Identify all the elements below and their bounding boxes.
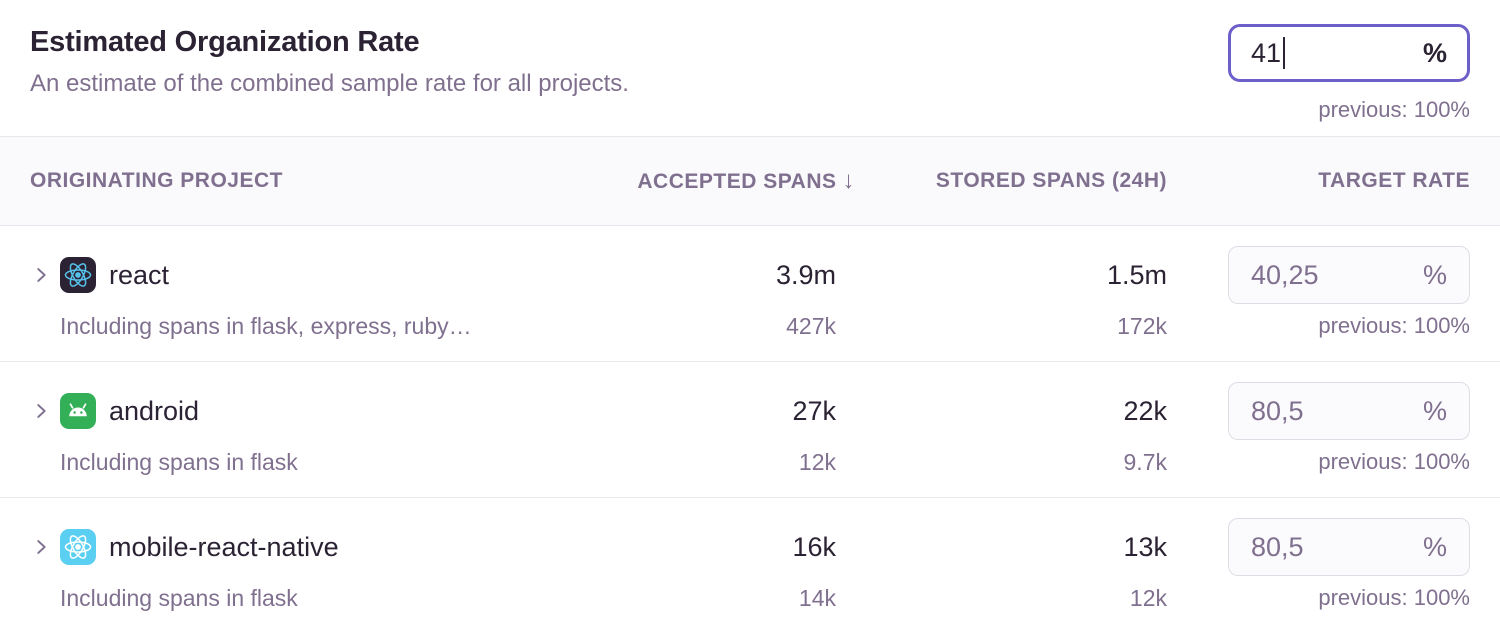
project-cell: mobile-react-native Including spans in f…	[30, 518, 555, 631]
stored-spans-subvalue: 9.7k	[1123, 448, 1167, 475]
page-title: Estimated Organization Rate	[30, 26, 420, 58]
stored-spans-cell: 13k 12k	[855, 518, 1167, 631]
target-rate-cell: 40,25 % previous: 100%	[1167, 246, 1470, 361]
org-rate-value: 41	[1251, 37, 1282, 68]
project-subtext: Including spans in flask, express, ruby…	[60, 312, 472, 339]
text-caret	[1283, 37, 1286, 69]
android-platform-icon	[60, 393, 96, 429]
org-rate-value-group: 41	[1251, 37, 1286, 69]
stored-spans-value: 1.5m	[1106, 259, 1167, 290]
target-rate-input[interactable]: 80,5 %	[1228, 382, 1470, 440]
chevron-right-icon[interactable]	[30, 400, 52, 422]
percent-suffix: %	[1422, 37, 1447, 68]
target-rate-input[interactable]: 40,25 %	[1228, 246, 1470, 304]
target-rate-previous: previous: 100%	[1318, 313, 1470, 338]
target-rate-previous: previous: 100%	[1318, 449, 1470, 474]
accepted-spans-cell: 16k 14k	[555, 518, 855, 631]
target-rate-value: 80,5	[1251, 395, 1304, 426]
percent-suffix: %	[1422, 259, 1447, 290]
accepted-spans-value: 3.9m	[775, 259, 836, 290]
accepted-spans-subvalue: 14k	[798, 584, 836, 611]
table-header: ORIGINATING PROJECT ACCEPTED SPANS ↓ STOR…	[0, 136, 1500, 226]
column-header-accepted-spans[interactable]: ACCEPTED SPANS ↓	[637, 167, 855, 194]
react-platform-icon	[60, 257, 96, 293]
page-subtitle: An estimate of the combined sample rate …	[30, 70, 629, 97]
table-row: react Including spans in flask, express,…	[0, 226, 1500, 362]
react-native-platform-icon	[60, 529, 96, 565]
chevron-right-icon[interactable]	[30, 264, 52, 286]
percent-suffix: %	[1422, 531, 1447, 562]
column-header-project: ORIGINATING PROJECT	[30, 169, 283, 192]
stored-spans-cell: 1.5m 172k	[855, 246, 1167, 361]
org-rate-input[interactable]: 41 %	[1228, 24, 1470, 82]
project-cell: android Including spans in flask	[30, 382, 555, 497]
target-rate-input[interactable]: 80,5 %	[1228, 518, 1470, 576]
accepted-spans-cell: 3.9m 427k	[555, 246, 855, 361]
stored-spans-subvalue: 12k	[1129, 584, 1167, 611]
accepted-spans-subvalue: 427k	[786, 312, 836, 339]
percent-suffix: %	[1422, 395, 1447, 426]
target-rate-value: 40,25	[1251, 259, 1319, 290]
accepted-spans-value: 16k	[792, 531, 836, 562]
title-block: Estimated Organization Rate An estimate …	[30, 24, 1228, 98]
target-rate-previous: previous: 100%	[1318, 585, 1470, 610]
accepted-spans-subvalue: 12k	[798, 448, 836, 475]
org-rate-block: 41 % previous: 100%	[1228, 24, 1470, 123]
project-subtext: Including spans in flask	[60, 584, 298, 611]
table-row: android Including spans in flask 27k 12k…	[0, 362, 1500, 498]
project-name[interactable]: android	[109, 395, 200, 426]
target-rate-cell: 80,5 % previous: 100%	[1167, 382, 1470, 497]
project-cell: react Including spans in flask, express,…	[30, 246, 555, 361]
chevron-right-icon[interactable]	[30, 536, 52, 558]
accepted-spans-value: 27k	[792, 395, 836, 426]
column-header-stored-spans[interactable]: STORED SPANS (24H)	[935, 169, 1167, 192]
project-name[interactable]: mobile-react-native	[109, 531, 339, 562]
column-header-target-rate: TARGET RATE	[1318, 169, 1470, 192]
org-rate-section: Estimated Organization Rate An estimate …	[0, 0, 1500, 136]
stored-spans-value: 22k	[1123, 395, 1167, 426]
stored-spans-subvalue: 172k	[1117, 312, 1167, 339]
org-rate-previous: previous: 100%	[1318, 97, 1470, 122]
accepted-spans-cell: 27k 12k	[555, 382, 855, 497]
stored-spans-cell: 22k 9.7k	[855, 382, 1167, 497]
target-rate-value: 80,5	[1251, 531, 1304, 562]
target-rate-cell: 80,5 % previous: 100%	[1167, 518, 1470, 631]
table-row: mobile-react-native Including spans in f…	[0, 498, 1500, 631]
stored-spans-value: 13k	[1123, 531, 1167, 562]
sort-descending-icon[interactable]: ↓	[842, 167, 855, 194]
project-subtext: Including spans in flask	[60, 448, 298, 475]
project-name[interactable]: react	[109, 259, 170, 290]
